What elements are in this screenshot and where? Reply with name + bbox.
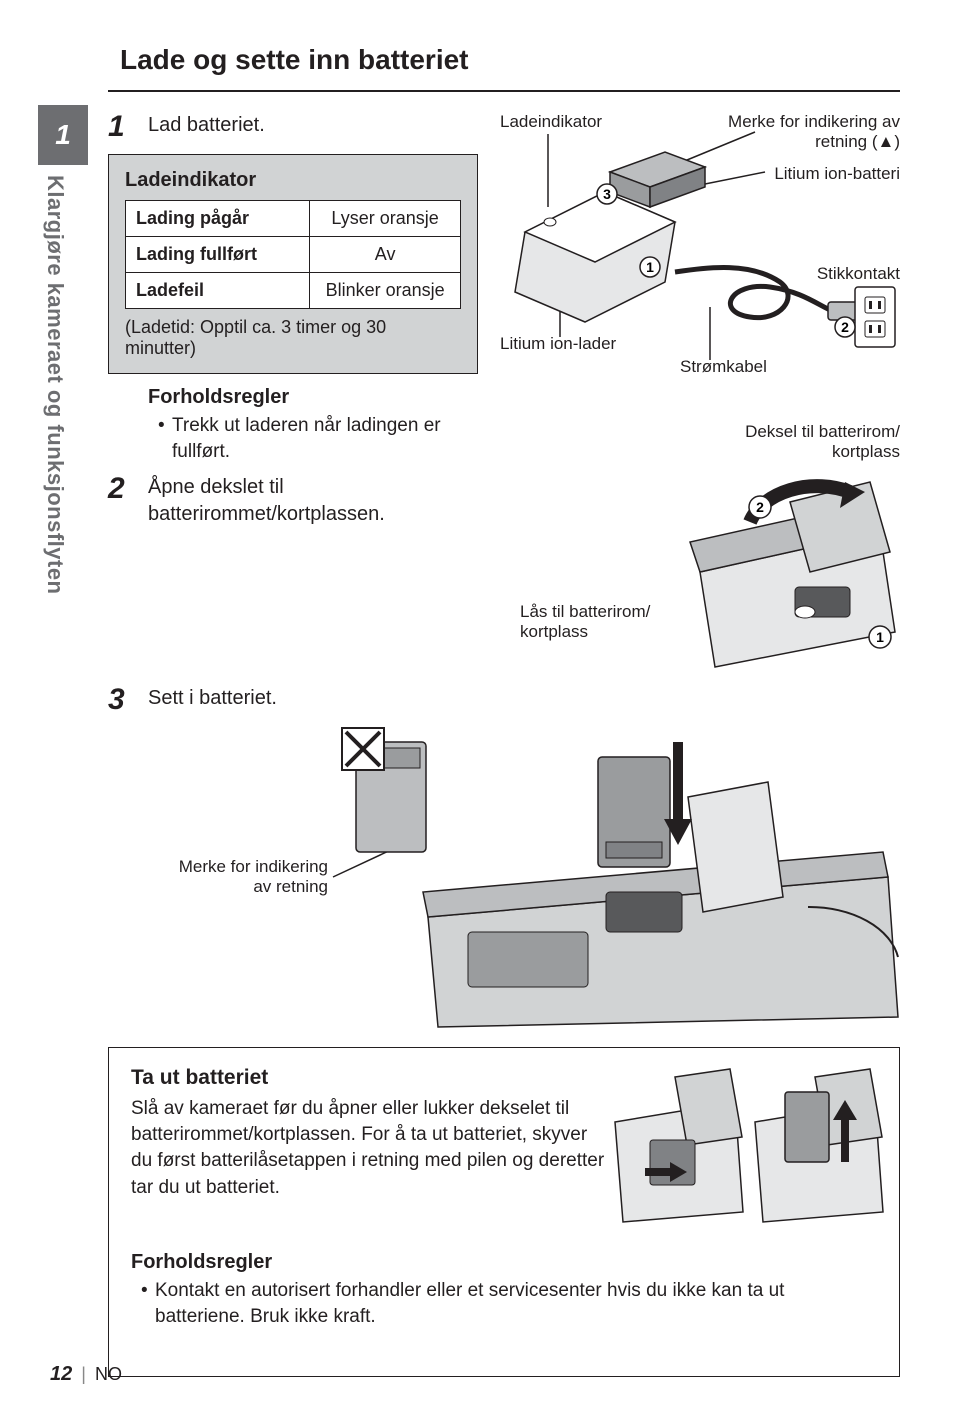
cover-diagram: 2 1 (640, 412, 900, 672)
ind-r2-value: Blinker oransje (310, 273, 461, 309)
section-number: 1 (55, 119, 71, 151)
indicator-heading: Ladeindikator (125, 169, 461, 192)
section-tab: 1 (38, 105, 88, 165)
precautions-1-item: Trekk ut laderen når ladingen er fullfør… (158, 413, 478, 464)
section-side-text: Klargjøre kameraet og funksjonsflyten (42, 175, 68, 675)
table-row: Lading fullført Av (126, 237, 461, 273)
svg-text:3: 3 (603, 186, 611, 202)
indicator-note: (Ladetid: Opptil ca. 3 timer og 30 minut… (125, 317, 461, 359)
step-3-text: Sett i batteriet. (148, 685, 900, 715)
insert-battery-diagram: Merke for indikering av retning (108, 727, 900, 1027)
step-2-num: 2 (108, 474, 134, 528)
page-lang: NO (95, 1364, 122, 1384)
step-3: 3 Sett i batteriet. (108, 685, 900, 715)
precautions-1: Forholdsregler Trekk ut laderen når ladi… (148, 386, 478, 464)
indicator-table: Lading pågår Lyser oransje Lading fullfø… (125, 200, 461, 309)
table-row: Lading pågår Lyser oransje (126, 201, 461, 237)
precautions-2-heading: Forholdsregler (131, 1251, 877, 1274)
remove-battery-box: Ta ut batteriet Slå av kameraet før du å… (108, 1047, 900, 1377)
page-title: Lade og sette inn batteriet (120, 44, 888, 76)
step-1-text: Lad batteriet. (148, 112, 478, 142)
remove-body: Slå av kameraet før du åpner eller lukke… (131, 1096, 611, 1201)
precautions-1-heading: Forholdsregler (148, 386, 478, 409)
footer-separator: | (81, 1364, 86, 1384)
page-number: 12 (50, 1363, 72, 1385)
svg-text:1: 1 (646, 259, 654, 275)
step-1: 1 Lad batteriet. (108, 112, 478, 142)
precautions-2: Forholdsregler Kontakt en autorisert for… (131, 1251, 877, 1329)
ind-r1-value: Av (310, 237, 461, 273)
precautions-2-item: Kontakt en autorisert forhandler eller e… (141, 1278, 877, 1329)
ind-r2-label: Ladefeil (126, 273, 310, 309)
svg-text:2: 2 (756, 499, 764, 515)
ind-r1-label: Lading fullført (126, 237, 310, 273)
ind-r0-value: Lyser oransje (310, 201, 461, 237)
step-2: 2 Åpne dekslet til batterirommet/kortpla… (108, 474, 478, 528)
table-row: Ladefeil Blinker oransje (126, 273, 461, 309)
indicator-box: Ladeindikator Lading pågår Lyser oransje… (108, 154, 478, 374)
svg-text:1: 1 (876, 629, 884, 645)
svg-text:2: 2 (841, 319, 849, 335)
step-1-num: 1 (108, 112, 134, 142)
remove-diagram (615, 1062, 885, 1222)
ind-r0-label: Lading pågår (126, 201, 310, 237)
title-box: Lade og sette inn batteriet (108, 38, 900, 92)
page-footer: 12 | NO (50, 1363, 122, 1386)
charger-diagram: 3 1 (500, 112, 900, 392)
step-3-num: 3 (108, 685, 134, 715)
step-2-text: Åpne dekslet til batterirommet/kortplass… (148, 474, 478, 528)
